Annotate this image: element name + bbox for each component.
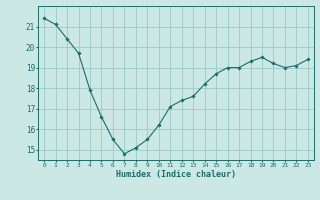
X-axis label: Humidex (Indice chaleur): Humidex (Indice chaleur) (116, 170, 236, 179)
